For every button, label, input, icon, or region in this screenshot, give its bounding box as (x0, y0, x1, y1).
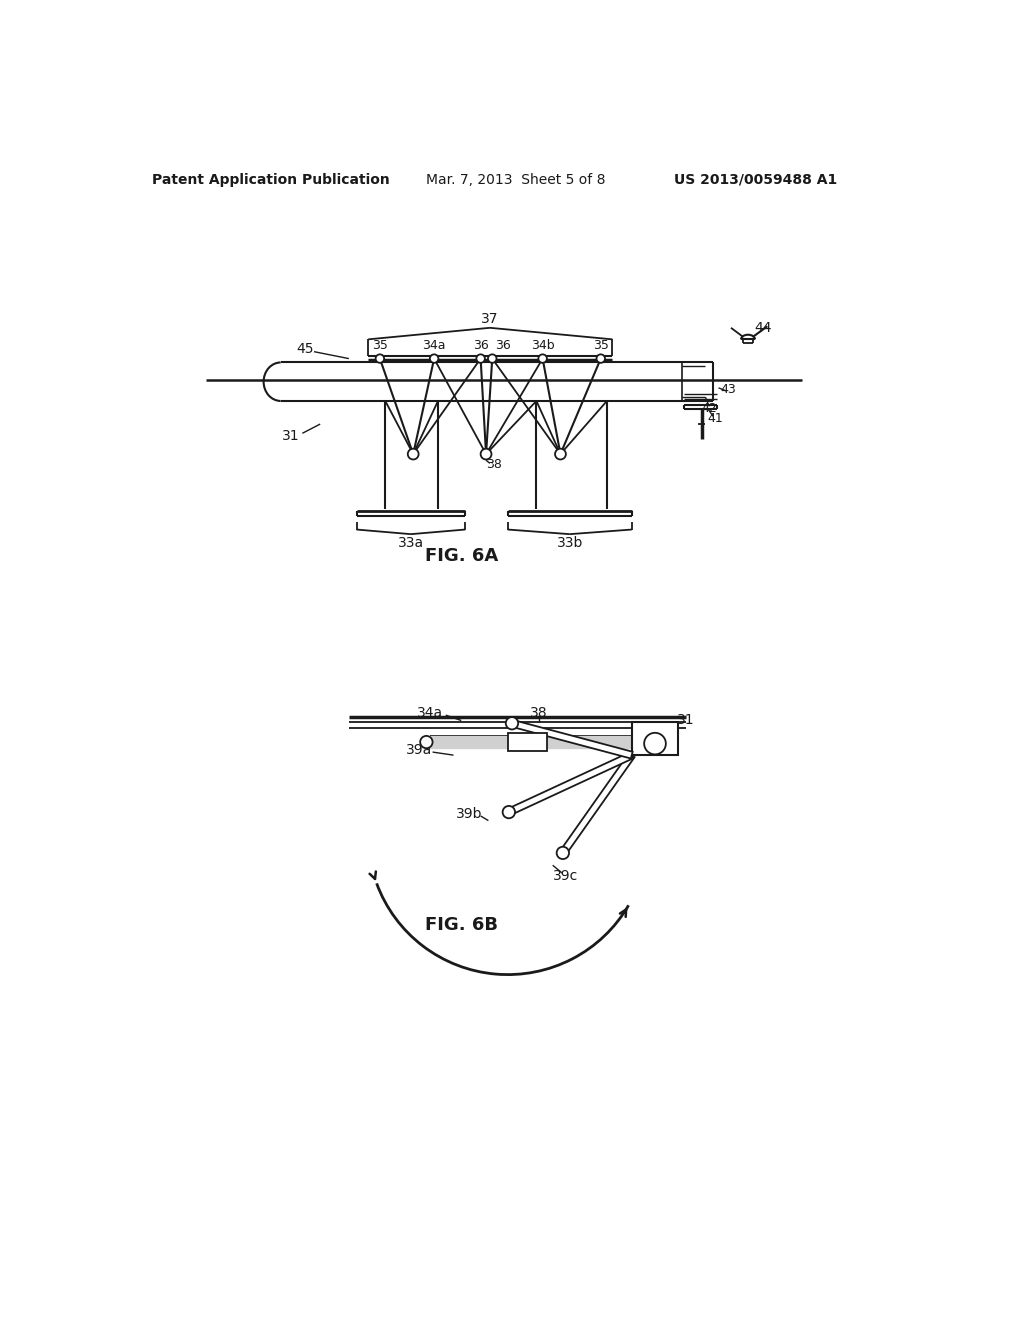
Text: 31: 31 (677, 714, 695, 727)
Text: Patent Application Publication: Patent Application Publication (153, 173, 390, 187)
Polygon shape (507, 752, 633, 816)
Text: 31: 31 (282, 429, 300, 442)
Text: 37: 37 (481, 312, 499, 326)
Circle shape (376, 354, 384, 363)
Text: FIG. 6A: FIG. 6A (425, 548, 498, 565)
Text: 43: 43 (721, 383, 736, 396)
Circle shape (430, 354, 438, 363)
Circle shape (555, 449, 566, 459)
Text: FIG. 6B: FIG. 6B (425, 916, 498, 933)
Circle shape (506, 717, 518, 730)
Text: 34a: 34a (422, 339, 445, 352)
Text: 34a: 34a (417, 706, 443, 719)
Circle shape (557, 846, 569, 859)
Text: 39c: 39c (553, 869, 579, 883)
Text: 44: 44 (755, 321, 772, 335)
Text: 38: 38 (485, 458, 502, 471)
Text: 36: 36 (496, 339, 511, 352)
Text: 34b: 34b (530, 339, 554, 352)
Bar (632, 722, 678, 729)
Circle shape (476, 354, 485, 363)
Circle shape (420, 737, 432, 748)
Text: 36: 36 (473, 339, 488, 352)
Text: 39b: 39b (456, 808, 482, 821)
Circle shape (488, 354, 497, 363)
Text: 33b: 33b (557, 536, 583, 550)
Circle shape (503, 807, 515, 818)
Text: 33a: 33a (397, 536, 424, 550)
Text: 45: 45 (296, 342, 313, 355)
Text: 35: 35 (593, 339, 608, 352)
Polygon shape (511, 719, 633, 759)
Circle shape (480, 449, 492, 459)
Bar (508, 733, 547, 751)
Text: 42: 42 (701, 403, 717, 416)
Circle shape (644, 733, 666, 755)
Polygon shape (560, 754, 635, 855)
Circle shape (539, 354, 547, 363)
Bar (632, 722, 678, 755)
Text: 39a: 39a (406, 743, 432, 756)
Text: 41: 41 (708, 412, 723, 425)
Text: US 2013/0059488 A1: US 2013/0059488 A1 (674, 173, 838, 187)
Text: 35: 35 (372, 339, 388, 352)
Circle shape (408, 449, 419, 459)
Text: 38: 38 (530, 706, 548, 719)
Text: Mar. 7, 2013  Sheet 5 of 8: Mar. 7, 2013 Sheet 5 of 8 (426, 173, 605, 187)
Circle shape (597, 354, 605, 363)
